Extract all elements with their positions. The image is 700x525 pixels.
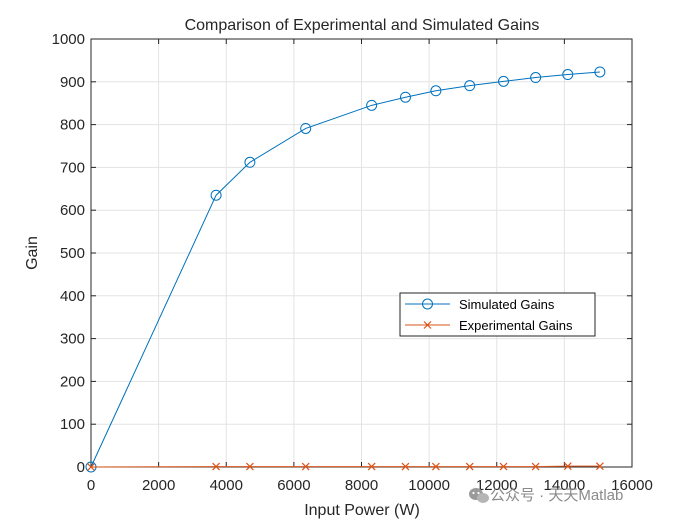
y-tick-label: 100 [60, 416, 85, 433]
x-marker-stroke [367, 462, 376, 471]
x-marker-stroke [301, 462, 310, 471]
legend: Simulated Gains Experimental Gains [399, 292, 596, 337]
legend-item-experimental-gains: Experimental Gains [405, 318, 573, 333]
data-series [85, 66, 606, 473]
y-tick-label: 900 [60, 74, 85, 91]
simulated-gains-point [300, 122, 312, 134]
x-marker-stroke [465, 462, 474, 471]
legend-marker [422, 298, 433, 310]
experimental-gains-point [245, 462, 254, 471]
x-tick-label: 8000 [345, 477, 378, 494]
simulated-gains-point [464, 80, 476, 92]
y-tick-label: 600 [60, 202, 85, 219]
x-tick-label: 2000 [142, 477, 175, 494]
simulated-gains-point [210, 189, 222, 201]
y-tick-label: 1000 [52, 31, 85, 48]
simulated-gains-point [594, 66, 606, 78]
simulated-gains-point [530, 72, 542, 84]
simulated-gains-point [430, 85, 442, 97]
legend-label: Simulated Gains [459, 297, 555, 312]
simulated-gains-point [562, 69, 574, 81]
x-marker-stroke [563, 462, 572, 471]
y-tick-label: 400 [60, 288, 85, 305]
experimental-gains-point [212, 462, 221, 471]
y-axis-label: Gain [24, 236, 41, 270]
x-marker-stroke [595, 462, 604, 471]
y-tick-label: 500 [60, 245, 85, 262]
x-marker-stroke [212, 462, 221, 471]
x-tick-label: 0 [87, 477, 95, 494]
simulated-gains-point [366, 99, 378, 111]
legend-item-simulated-gains: Simulated Gains [405, 297, 555, 312]
y-tick-label: 0 [77, 459, 85, 476]
x-tick-label: 14000 [544, 477, 586, 494]
experimental-gains-point [367, 462, 376, 471]
x-marker-stroke [401, 462, 410, 471]
watermark: 公众号 · 天天Matlab [469, 487, 623, 504]
x-marker-stroke [87, 463, 95, 471]
experimental-gains-point [87, 463, 95, 471]
experimental-gains-point [401, 462, 410, 471]
y-tick-label: 800 [60, 117, 85, 134]
x-tick-label: 4000 [210, 477, 243, 494]
legend-marker [423, 321, 432, 329]
watermark-text: 公众号 · 天天Matlab [490, 487, 623, 504]
simulated-gains-point [498, 75, 510, 87]
x-marker-stroke [499, 462, 508, 471]
experimental-gains-point [531, 462, 540, 471]
y-tick-label: 700 [60, 159, 85, 176]
x-marker-stroke [531, 462, 540, 471]
experimental-gains-point [431, 462, 440, 471]
simulated-gains-point [399, 91, 411, 103]
x-tick-label: 6000 [277, 477, 310, 494]
x-marker-stroke [423, 321, 432, 329]
experimental-gains-point [465, 462, 474, 471]
x-tick-label: 16000 [611, 477, 653, 494]
experimental-gains-point [499, 462, 508, 471]
experimental-gains-series [87, 462, 604, 471]
x-marker-stroke [431, 462, 440, 471]
x-axis-label: Input Power (W) [304, 502, 420, 519]
legend-label: Experimental Gains [459, 318, 573, 333]
x-marker-stroke [245, 462, 254, 471]
wechat-icon [469, 488, 489, 503]
experimental-gains-point [301, 462, 310, 471]
x-tick-label: 12000 [476, 477, 518, 494]
legend-box [399, 292, 596, 337]
experimental-gains-point [563, 462, 572, 471]
chart-title: Comparison of Experimental and Simulated… [185, 17, 540, 34]
simulated-gains-point [244, 156, 256, 168]
y-tick-label: 200 [60, 373, 85, 390]
tick-labels: 0 2000 4000 6000 8000 10000 12000 14000 16000 0 10… [52, 31, 653, 494]
experimental-gains-point [595, 462, 604, 471]
x-tick-label: 10000 [408, 477, 450, 494]
experimental-gains-line [90, 465, 600, 468]
y-tick-label: 300 [60, 331, 85, 348]
simulated-gains-series [85, 66, 606, 473]
